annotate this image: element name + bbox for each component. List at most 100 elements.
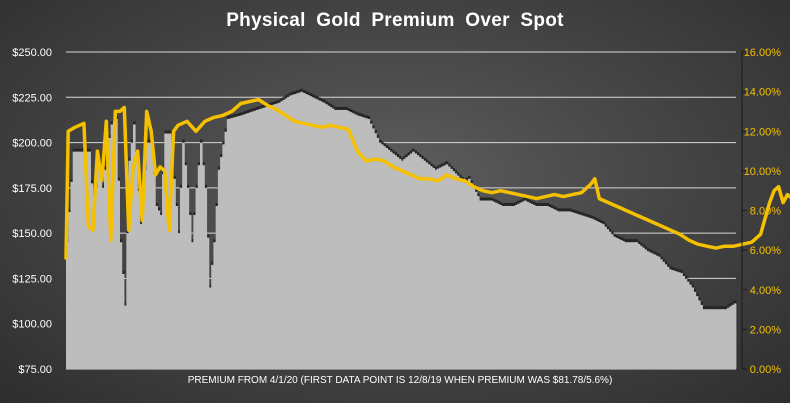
premium-bar <box>291 94 295 369</box>
premium-bar <box>644 249 648 369</box>
premium-bar <box>572 212 576 369</box>
premium-bar <box>338 109 342 370</box>
premium-bar <box>432 167 435 369</box>
premium-bar <box>414 153 418 369</box>
premium-bar <box>302 92 306 369</box>
premium-bar <box>693 291 697 369</box>
left-axis-tick-label: $250.00 <box>12 47 52 59</box>
premium-bar <box>224 131 228 369</box>
left-axis-tick-label: $200.00 <box>12 138 52 150</box>
premium-bar <box>474 191 478 369</box>
premium-bar <box>157 210 161 369</box>
premium-bar <box>664 264 668 369</box>
premium-bar <box>689 284 692 369</box>
premium-bar <box>229 118 232 370</box>
premium-bar <box>715 309 719 369</box>
premium-bar <box>673 270 677 369</box>
left-axis-tick-label: $75.00 <box>18 364 52 376</box>
premium-bar <box>530 203 534 369</box>
premium-bar <box>610 234 614 369</box>
premium-bar <box>273 104 277 370</box>
premium-bar <box>635 242 639 369</box>
premium-bar <box>590 218 594 369</box>
premium-bar <box>182 142 185 369</box>
premium-bar <box>615 237 619 369</box>
premium-bar <box>561 211 565 369</box>
premium-bar <box>599 222 603 369</box>
premium-bar <box>255 109 259 370</box>
premium-bar <box>483 200 487 369</box>
premium-bar <box>463 182 467 369</box>
premium-bar <box>646 251 650 369</box>
premium-bar <box>220 157 223 369</box>
premium-bar <box>195 187 199 369</box>
premium-bar <box>356 115 359 370</box>
premium-bar <box>139 224 143 369</box>
premium-bar <box>606 229 610 369</box>
premium-bar <box>282 99 286 369</box>
premium-bar <box>508 205 511 369</box>
premium-bar <box>425 162 429 369</box>
premium-bar <box>472 187 476 369</box>
premium-bar <box>354 114 357 369</box>
premium-bar <box>648 252 652 369</box>
premium-bar <box>633 242 636 369</box>
premium-bar <box>430 166 433 369</box>
premium-bar <box>249 112 252 370</box>
premium-bar <box>729 306 732 369</box>
premium-bar <box>608 231 612 369</box>
premium-bar <box>175 205 179 369</box>
premium-bar <box>528 202 531 369</box>
right-axis-tick-label: 4.00% <box>750 285 781 297</box>
premium-bar <box>535 205 538 369</box>
premium-bar <box>166 133 170 369</box>
premium-bar <box>110 124 114 369</box>
premium-bar <box>208 287 212 369</box>
premium-bar <box>416 155 420 369</box>
premium-bar <box>304 94 308 369</box>
premium-bar <box>88 151 91 369</box>
premium-bar <box>320 101 324 369</box>
left-axis-tick-label: $100.00 <box>12 319 52 331</box>
right-axis-tick-label: 12.00% <box>744 126 782 138</box>
premium-bar <box>543 205 547 369</box>
premium-bar <box>492 201 496 369</box>
premium-bar <box>141 196 145 369</box>
premium-bar <box>434 169 438 369</box>
premium-bar <box>537 205 540 369</box>
premium-bar <box>514 204 518 369</box>
premium-bar <box>541 205 545 369</box>
premium-bar <box>427 164 431 369</box>
premium-bar <box>452 171 455 369</box>
premium-bar <box>468 178 471 369</box>
premium-bar <box>278 102 281 369</box>
premium-bar <box>97 160 100 369</box>
premium-bar <box>79 151 83 369</box>
premium-bar <box>90 183 94 369</box>
premium-bar <box>133 124 136 369</box>
premium-bar <box>488 200 491 369</box>
premium-bar <box>597 221 601 369</box>
premium-bar <box>70 181 74 369</box>
premium-bar <box>68 212 71 369</box>
premium-bar <box>501 205 505 369</box>
premium-bar <box>476 196 480 369</box>
x-axis-label: PREMIUM FROM 4/1/20 (FIRST DATA POINT IS… <box>188 375 613 386</box>
premium-bar <box>318 100 321 369</box>
premium-bar <box>83 151 87 369</box>
premium-bar <box>144 169 147 369</box>
premium-bar <box>287 96 290 369</box>
premium-bar <box>213 242 217 369</box>
premium-bar <box>570 212 574 369</box>
premium-bar <box>653 254 656 369</box>
premium-bar <box>499 204 502 369</box>
premium-bar <box>631 242 634 369</box>
premium-bar <box>731 304 735 369</box>
premium-bar <box>517 203 520 369</box>
premium-bar <box>519 202 522 369</box>
premium-bar <box>628 242 632 369</box>
premium-bar <box>655 255 659 369</box>
premium-bar <box>284 98 288 370</box>
premium-percent-line <box>64 97 790 260</box>
